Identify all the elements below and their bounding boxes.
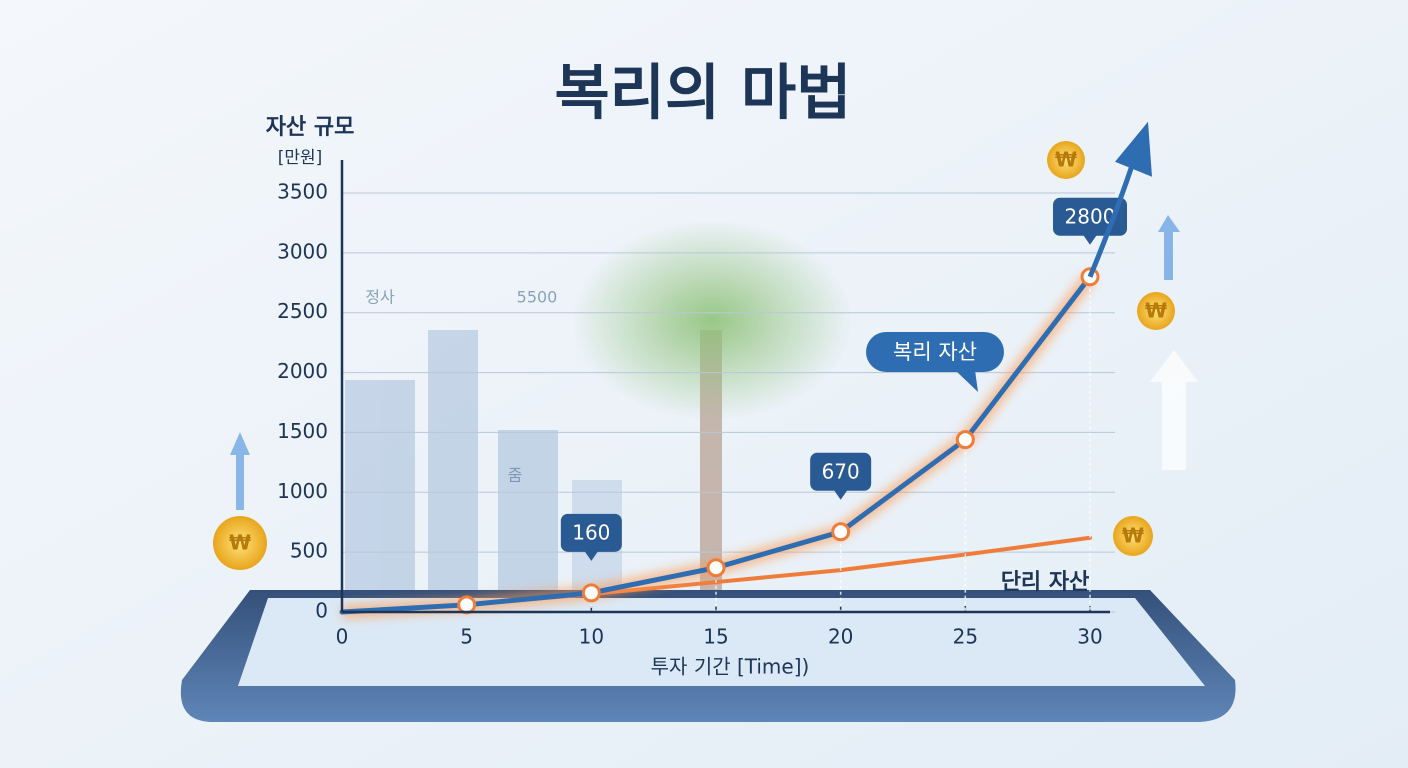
y-tick-label: 2500 (277, 299, 328, 323)
background-text: 정사 (365, 288, 395, 307)
x-tick-label: 10 (579, 625, 604, 649)
legend-label: 단리 자산 (1001, 570, 1090, 595)
value-label: 2800 (1065, 204, 1116, 228)
y-tick-label: 2000 (277, 359, 328, 383)
x-axis-title: 투자 기간 [Time]) (651, 655, 810, 679)
point (581, 583, 601, 603)
svg-text:₩: ₩ (229, 531, 251, 555)
y-tick-label: 3000 (277, 239, 328, 263)
value-label-box (560, 513, 622, 552)
x-tick-label: 0 (336, 625, 349, 649)
value-label-pointer (1083, 234, 1097, 245)
value-label: 670 (822, 459, 860, 483)
value-label-pointer (584, 550, 599, 561)
value-label-box (810, 452, 872, 491)
phone-screen (238, 598, 1205, 686)
x-tick-label: 20 (828, 625, 853, 649)
legend-pointer (955, 370, 978, 392)
point (831, 522, 851, 542)
background-text: 줌 (508, 466, 523, 485)
background-text: 5500 (517, 288, 558, 307)
y-axis-unit: [만원] (278, 148, 323, 168)
chart-title: 복리의 마법 (555, 59, 852, 129)
value-label: 160 (572, 520, 610, 544)
x-tick-label: 30 (1077, 625, 1102, 649)
x-tick-label: 15 (703, 625, 728, 649)
svg-text:₩: ₩ (1145, 299, 1167, 323)
y-tick-label: 0 (315, 599, 328, 623)
legend-box (866, 332, 1004, 372)
point (457, 595, 477, 615)
tree-crown (572, 220, 852, 420)
arrows-decoration (230, 215, 1198, 510)
y-axis-title: 자산 규모 (266, 115, 355, 140)
y-tick-label: 1500 (277, 419, 328, 443)
svg-text:₩: ₩ (1055, 148, 1077, 172)
trend-arrow-head (1115, 121, 1152, 177)
point (955, 430, 975, 450)
x-tick-label: 25 (953, 625, 978, 649)
value-label-pointer (833, 489, 848, 500)
point (706, 558, 726, 578)
trend-arrow (1087, 156, 1138, 278)
x-tick-label: 5 (460, 625, 473, 649)
svg-text:₩: ₩ (1122, 524, 1144, 548)
legend-label: 복리 자산 (893, 340, 977, 364)
coins: ₩ ₩ ₩ ₩ (213, 141, 1175, 570)
y-tick-label: 3500 (277, 180, 328, 204)
y-tick-label: 1000 (277, 479, 328, 503)
y-tick-label: 500 (290, 539, 328, 563)
